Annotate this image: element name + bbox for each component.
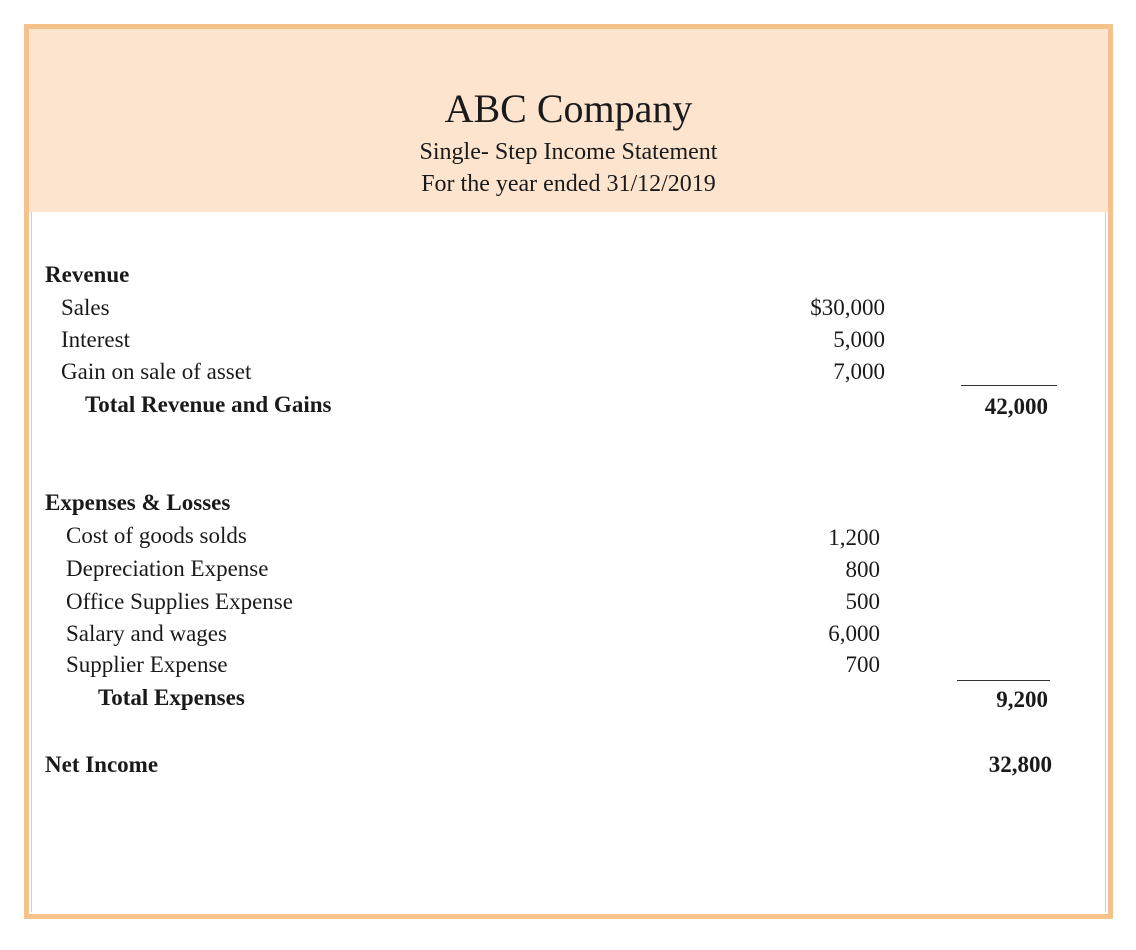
revenue-heading: Revenue [45,262,130,287]
revenue-item-label: Gain on sale of asset [61,359,252,384]
total-revenue-amount: 42,000 [984,394,1048,419]
expense-item-label: Supplier Expense [66,652,228,677]
expense-item-label: Cost of goods solds [66,523,247,548]
subtotal-rule [961,385,1057,386]
revenue-item-amount: 7,000 [833,359,885,384]
revenue-item-label: Sales [61,295,110,320]
revenue-item-amount: 5,000 [833,327,885,352]
expense-item-amount: 800 [845,557,881,582]
company-name: ABC Company [444,86,693,131]
expense-item-amount: 1,200 [828,525,880,550]
total-expenses-label: Total Expenses [98,685,245,710]
expense-item-amount: 700 [845,652,881,677]
statement-period: For the year ended 31/12/2019 [421,171,716,197]
net-income-label: Net Income [45,752,159,777]
expense-item-label: Depreciation Expense [66,556,269,581]
statement-body [31,212,1106,912]
expense-item-label: Office Supplies Expense [66,589,293,614]
total-revenue-label: Total Revenue and Gains [85,392,332,417]
expense-item-label: Salary and wages [66,621,227,646]
statement-type: Single- Step Income Statement [419,139,718,165]
total-expenses-amount: 9,200 [996,687,1048,712]
expense-item-amount: 500 [845,589,881,614]
statement-header: ABC Company Single- Step Income Statemen… [29,29,1108,212]
expenses-heading: Expenses & Losses [45,490,231,515]
net-income-amount: 32,800 [988,752,1052,777]
subtotal-rule [957,680,1050,681]
revenue-item-label: Interest [61,327,130,352]
expense-item-amount: 6,000 [828,621,880,646]
income-statement: ABC Company Single- Step Income Statemen… [24,24,1113,919]
revenue-item-amount: $30,000 [810,295,885,320]
